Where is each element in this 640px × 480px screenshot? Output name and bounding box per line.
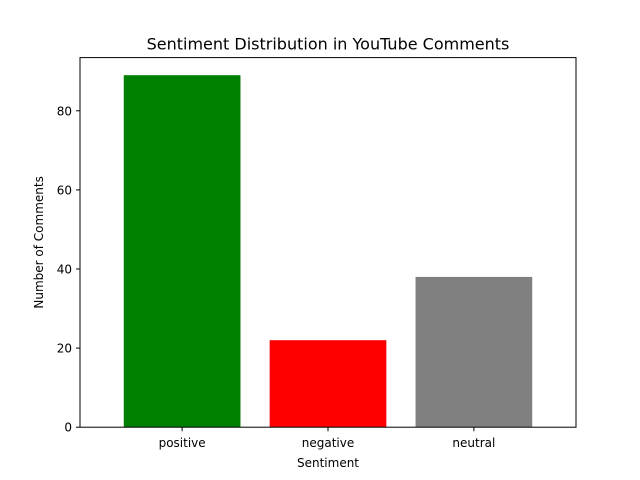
- x-axis-label: Sentiment: [297, 456, 359, 470]
- bar-neutral: [415, 276, 533, 428]
- x-tick-label: negative: [302, 436, 354, 450]
- chart-title: Sentiment Distribution in YouTube Commen…: [147, 35, 510, 54]
- y-tick-label: 0: [64, 421, 72, 435]
- x-tick-label: neutral: [452, 436, 495, 450]
- y-tick-label: 20: [57, 342, 72, 356]
- bar-positive: [123, 75, 241, 428]
- x-tick-label: positive: [159, 436, 206, 450]
- bar-negative: [269, 340, 387, 428]
- y-axis-ticks: 0 20 40 60 80: [57, 104, 80, 435]
- y-axis-label: Number of Comments: [32, 176, 46, 308]
- y-tick-label: 60: [57, 183, 72, 197]
- plot-frame: [79, 57, 577, 428]
- y-tick-label: 40: [57, 262, 72, 276]
- y-tick-label: 80: [57, 104, 72, 118]
- bars-group: [123, 75, 533, 428]
- x-axis-ticks: positive negative neutral: [159, 427, 495, 450]
